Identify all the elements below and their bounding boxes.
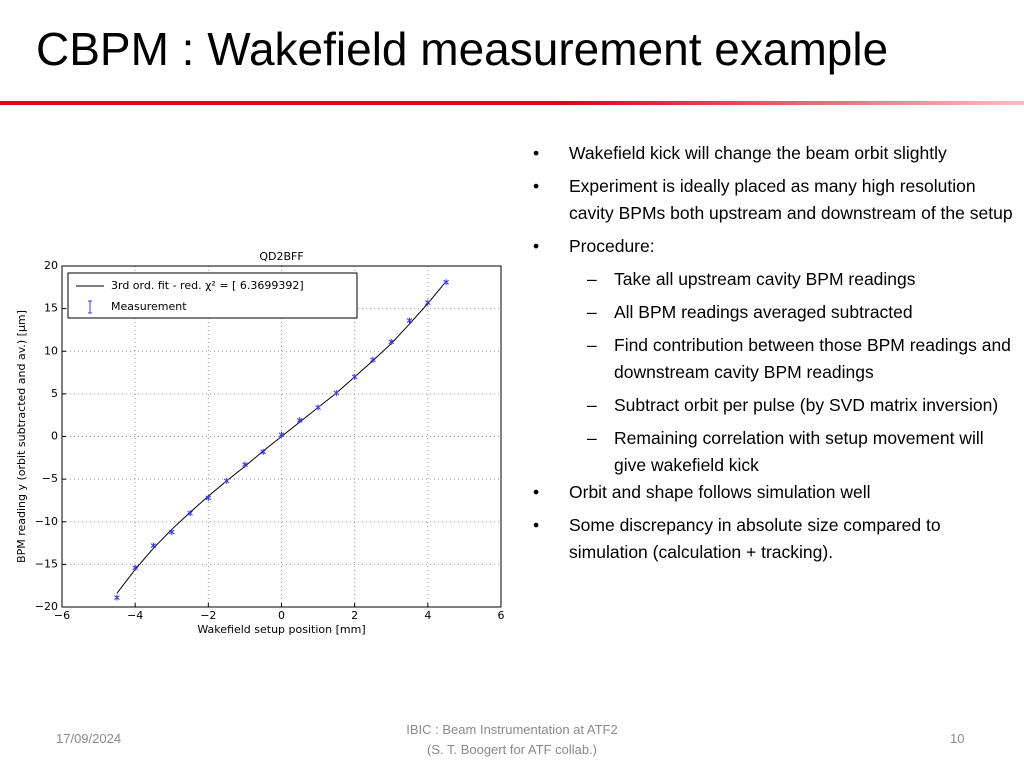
y-tick-label: −20 (35, 600, 58, 613)
y-tick-label: 20 (44, 259, 58, 272)
title-rule (0, 101, 1024, 105)
footer-date: 17/09/2024 (56, 731, 122, 746)
data-point (351, 373, 358, 380)
data-point (260, 448, 267, 455)
x-tick-label: 4 (424, 609, 431, 622)
bullet-list: Wakefield kick will change the beam orbi… (533, 140, 1014, 572)
data-point (333, 390, 340, 397)
y-axis-label: BPM reading y (orbit subtracted and av.)… (15, 310, 28, 563)
data-point (150, 542, 157, 549)
data-point (296, 417, 303, 424)
footer-line: IBIC : Beam Instrumentation at ATF2 (406, 722, 618, 737)
data-point (443, 279, 449, 286)
legend-label: 3rd ord. fit - red. χ² = [ 6.3699392] (111, 279, 304, 292)
sub-bullet: All BPM readings averaged subtracted (587, 299, 1014, 326)
sub-bullet: Subtract orbit per pulse (by SVD matrix … (587, 392, 1014, 419)
y-tick-label: −15 (35, 557, 58, 570)
x-tick-label: −2 (200, 609, 216, 622)
x-tick-label: −6 (54, 609, 70, 622)
x-tick-label: 6 (498, 609, 505, 622)
data-point (370, 356, 376, 363)
bullet: Orbit and shape follows simulation well (533, 479, 1014, 506)
legend-box (67, 272, 358, 319)
bullet: Wakefield kick will change the beam orbi… (533, 140, 1014, 167)
data-point (132, 564, 138, 571)
bullet: Experiment is ideally placed as many hig… (533, 173, 1014, 227)
data-point (187, 510, 193, 517)
sub-bullet: Find contribution between those BPM read… (587, 332, 1014, 386)
x-tick-label: 2 (351, 609, 358, 622)
data-point (315, 404, 321, 411)
bullet: Some discrepancy in absolute size compar… (533, 512, 1014, 566)
y-tick-label: −5 (42, 472, 58, 485)
page-number: 10 (950, 731, 965, 746)
data-point (114, 594, 120, 601)
chart-title: QD2BFF (259, 250, 303, 263)
sub-bullet: Remaining correlation with setup movemen… (587, 425, 1014, 479)
footer-line: (S. T. Boogert for ATF collab.) (426, 742, 598, 757)
data-point (425, 299, 431, 306)
data-point (388, 338, 395, 345)
chart: −6 −4 −2 0 2 4 6−20−15−10−505101520QD2BFFWakef… (15, 250, 505, 636)
y-tick-label: 5 (51, 387, 58, 400)
legend-label: Measurement (111, 300, 187, 313)
data-point (242, 461, 248, 468)
data-point (406, 317, 413, 324)
slide-title: CBPM : Wakefield measurement example (36, 23, 889, 75)
data-point (223, 477, 230, 484)
y-tick-label: 10 (44, 344, 58, 357)
x-axis-label: Wakefield setup position [mm] (197, 623, 365, 636)
y-tick-label: −10 (35, 515, 58, 528)
data-point (205, 494, 212, 501)
legend-swatch (88, 300, 92, 314)
data-point (168, 528, 175, 535)
footer-center: IBIC : Beam Instrumentation at ATF2 (S. … (352, 720, 672, 760)
sub-bullet: Take all upstream cavity BPM readings (587, 266, 1014, 293)
x-tick-label: −4 (127, 609, 143, 622)
x-tick-label: 0 (278, 609, 285, 622)
y-tick-label: 15 (44, 302, 58, 315)
y-tick-label: 0 (51, 430, 58, 443)
plot-frame (61, 265, 502, 608)
bullet: Procedure: (533, 233, 1014, 260)
data-point (278, 431, 285, 438)
